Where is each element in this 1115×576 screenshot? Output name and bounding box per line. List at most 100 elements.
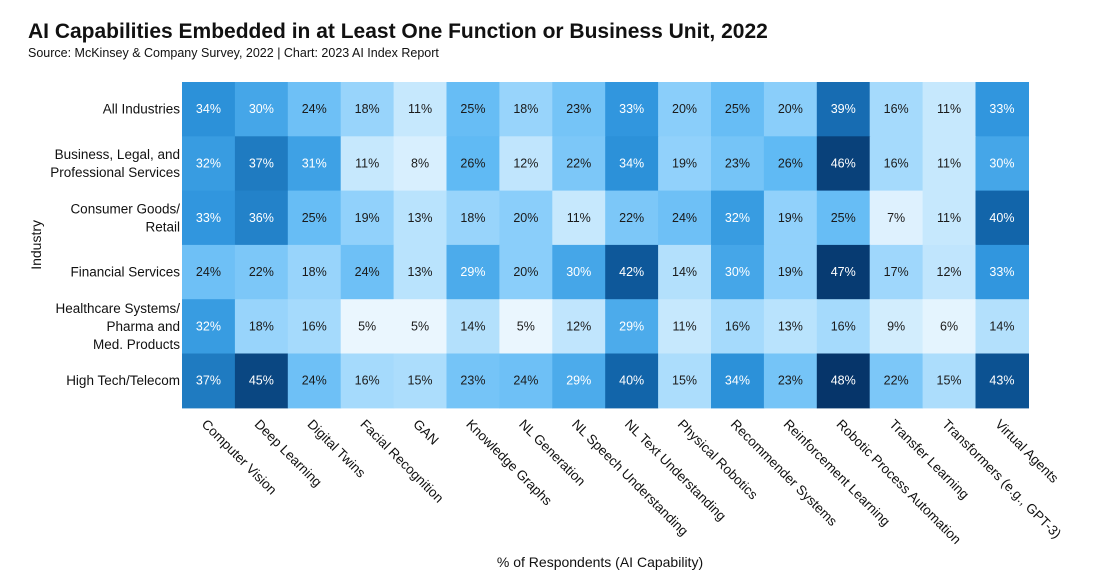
heatmap-cell bbox=[658, 299, 712, 355]
cell-value-label: 5% bbox=[411, 319, 429, 333]
heatmap-cell bbox=[499, 190, 553, 246]
cell-value-label: 40% bbox=[989, 211, 1014, 225]
heatmap-cell bbox=[711, 299, 765, 355]
heatmap-cell bbox=[234, 244, 289, 300]
heatmap-cell bbox=[446, 136, 500, 192]
cell-value-label: 16% bbox=[725, 319, 750, 333]
heatmap-cell bbox=[816, 353, 871, 409]
row-label: Business, Legal, and Professional Service… bbox=[50, 147, 180, 180]
cell-value-label: 20% bbox=[672, 102, 697, 116]
heatmap-cell bbox=[393, 244, 448, 300]
cell-value-label: 16% bbox=[302, 319, 327, 333]
cell-value-label: 14% bbox=[460, 319, 485, 333]
cell-value-label: 48% bbox=[831, 374, 856, 388]
heatmap-cell bbox=[393, 353, 448, 409]
heatmap-cell bbox=[234, 190, 289, 246]
heatmap-cell bbox=[763, 82, 818, 137]
heatmap-cell bbox=[182, 244, 236, 300]
cell-value-label: 22% bbox=[566, 156, 591, 170]
heatmap-cell bbox=[711, 136, 765, 192]
heatmap-cell bbox=[605, 136, 659, 192]
cell-value-label: 11% bbox=[408, 102, 432, 116]
heatmap-cell bbox=[658, 190, 712, 246]
heatmap-cell bbox=[499, 136, 553, 192]
heatmap-cell bbox=[499, 299, 553, 355]
cell-value-label: 40% bbox=[619, 374, 644, 388]
cell-value-label: 31% bbox=[302, 156, 327, 170]
heatmap-cell bbox=[711, 244, 765, 300]
heatmap-cell bbox=[393, 82, 448, 137]
cell-value-label: 33% bbox=[989, 102, 1014, 116]
heatmap-cell bbox=[499, 353, 553, 409]
heatmap-cell bbox=[552, 244, 606, 300]
heatmap-cell bbox=[287, 190, 342, 246]
heatmap-cell bbox=[182, 190, 236, 246]
cell-value-label: 11% bbox=[355, 156, 379, 170]
heatmap-cell bbox=[182, 299, 236, 355]
cell-value-label: 39% bbox=[831, 102, 856, 116]
cell-value-label: 11% bbox=[567, 211, 591, 225]
cell-value-label: 16% bbox=[884, 102, 909, 116]
cell-value-label: 14% bbox=[672, 265, 697, 279]
heatmap-cell bbox=[287, 353, 342, 409]
heatmap-cell bbox=[763, 353, 818, 409]
heatmap-cell bbox=[658, 136, 712, 192]
cell-value-label: 19% bbox=[355, 211, 380, 225]
column-label: NL Text Understanding bbox=[622, 416, 729, 523]
cell-value-label: 16% bbox=[355, 374, 380, 388]
cell-value-label: 25% bbox=[460, 102, 485, 116]
cell-value-label: 32% bbox=[196, 319, 221, 333]
heatmap-cell bbox=[340, 136, 395, 192]
cell-value-label: 15% bbox=[937, 374, 962, 388]
heatmap-cell bbox=[287, 136, 342, 192]
cell-value-label: 14% bbox=[989, 319, 1014, 333]
cell-value-label: 34% bbox=[619, 156, 644, 170]
heatmap-cell bbox=[763, 244, 818, 300]
cell-value-label: 18% bbox=[355, 102, 380, 116]
cell-value-label: 25% bbox=[725, 102, 750, 116]
cell-value-label: 9% bbox=[887, 319, 905, 333]
heatmap-cell bbox=[552, 299, 606, 355]
cell-value-label: 29% bbox=[619, 319, 644, 333]
cell-value-label: 19% bbox=[778, 265, 803, 279]
cell-value-label: 23% bbox=[725, 156, 750, 170]
heatmap-cell bbox=[763, 190, 818, 246]
heatmap-cell bbox=[605, 353, 659, 409]
heatmap-cell bbox=[658, 353, 712, 409]
heatmap-cell bbox=[234, 136, 289, 192]
cell-value-label: 33% bbox=[196, 211, 221, 225]
heatmap-cell bbox=[658, 244, 712, 300]
cell-value-label: 11% bbox=[937, 211, 961, 225]
cell-value-label: 5% bbox=[358, 319, 376, 333]
chart-title: AI Capabilities Embedded in at Least One… bbox=[28, 20, 768, 43]
cell-value-label: 33% bbox=[619, 102, 644, 116]
cell-value-label: 34% bbox=[725, 374, 750, 388]
heatmap-cell bbox=[287, 299, 342, 355]
cell-value-label: 47% bbox=[831, 265, 856, 279]
heatmap-cell bbox=[816, 136, 871, 192]
cell-value-label: 17% bbox=[884, 265, 909, 279]
cell-value-label: 13% bbox=[408, 265, 433, 279]
heatmap-cell bbox=[499, 244, 553, 300]
cell-value-label: 42% bbox=[619, 265, 644, 279]
heatmap-cell bbox=[182, 353, 236, 409]
cell-value-label: 26% bbox=[778, 156, 803, 170]
heatmap-cell bbox=[922, 136, 977, 192]
cell-value-label: 18% bbox=[460, 211, 485, 225]
heatmap-cell bbox=[816, 299, 871, 355]
cell-value-label: 20% bbox=[513, 211, 538, 225]
heatmap-cell bbox=[869, 136, 924, 192]
cell-value-label: 32% bbox=[725, 211, 750, 225]
heatmap-cell bbox=[393, 190, 448, 246]
cell-value-label: 6% bbox=[940, 319, 958, 333]
cell-value-label: 30% bbox=[725, 265, 750, 279]
cell-value-label: 13% bbox=[778, 319, 803, 333]
heatmap-cell bbox=[552, 136, 606, 192]
heatmap-cell bbox=[975, 244, 1029, 300]
heatmap-cell bbox=[869, 190, 924, 246]
cell-value-label: 24% bbox=[196, 265, 221, 279]
heatmap-cell bbox=[922, 82, 977, 137]
heatmap-cell bbox=[552, 82, 606, 137]
heatmap-cell bbox=[816, 244, 871, 300]
heatmap-cell bbox=[711, 190, 765, 246]
